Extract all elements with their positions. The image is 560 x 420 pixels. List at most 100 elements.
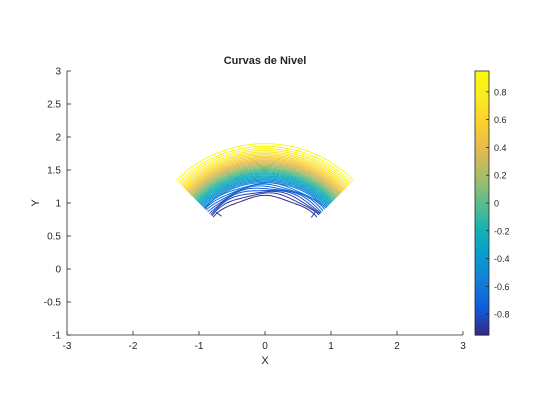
colorbar-segment xyxy=(475,237,489,241)
y-axis-label: Y xyxy=(30,199,42,207)
colorbar-segment xyxy=(475,147,489,151)
contour-line xyxy=(176,143,354,181)
colorbar-segment xyxy=(475,247,489,252)
colorbar-segment xyxy=(475,205,489,209)
colorbar-segment xyxy=(475,86,489,91)
colorbar-segment xyxy=(475,192,489,196)
colorbar-segment xyxy=(475,200,489,204)
contour-line xyxy=(207,187,322,213)
y-tick-label: 1.5 xyxy=(47,166,61,177)
colorbar-segment xyxy=(475,269,489,273)
x-axis-label: X xyxy=(261,355,269,367)
colorbar-segment xyxy=(475,292,489,296)
colorbar-tick-label: 0 xyxy=(494,199,499,209)
colorbar-segment xyxy=(475,176,489,180)
contour-line xyxy=(190,163,340,196)
y-tick-label: 2 xyxy=(55,133,61,144)
colorbar-segment xyxy=(475,131,489,135)
contour-line xyxy=(185,157,345,191)
colorbar-segment xyxy=(475,115,489,120)
contour-line xyxy=(310,211,316,218)
contour-line xyxy=(177,145,353,183)
colorbar-segment xyxy=(475,187,489,191)
colorbar-segment xyxy=(475,173,489,178)
colorbar-segment xyxy=(475,160,489,164)
plot-axes: -3 -2 -1 0 1 2 3 -1 -0.5 0 0.5 1 1.5 2 2.5 3 xyxy=(44,67,466,353)
y-tick-label: 2.5 xyxy=(47,100,61,111)
y-tick-label: 3 xyxy=(55,67,61,78)
colorbar-segment xyxy=(475,81,489,85)
colorbar-segment xyxy=(475,295,489,299)
colorbar-segment xyxy=(475,113,489,117)
contour-line xyxy=(189,161,341,194)
contour-line xyxy=(180,149,350,186)
colorbar: -0.8 -0.6 -0.4 -0.2 0 0.2 0.4 0.6 0.8 xyxy=(474,70,510,336)
colorbar-segment xyxy=(475,181,489,186)
colorbar-segment xyxy=(475,129,489,133)
colorbar-segment xyxy=(475,298,489,302)
colorbar-tick-label: 0.2 xyxy=(494,171,507,181)
colorbar-segment xyxy=(475,258,489,262)
contour-line xyxy=(209,190,322,214)
contour-line xyxy=(200,178,330,206)
colorbar-segment xyxy=(475,308,489,312)
colorbar-segment xyxy=(475,274,489,278)
x-tick-label: -3 xyxy=(63,341,72,352)
contour-line xyxy=(198,175,332,204)
colorbar-segment xyxy=(475,332,489,336)
colorbar-segment xyxy=(475,78,489,83)
colorbar-segment xyxy=(475,121,489,125)
contour-line xyxy=(201,179,329,207)
contour-line xyxy=(183,154,347,189)
colorbar-tick-label: 0.8 xyxy=(494,87,507,97)
contour-line xyxy=(197,174,333,203)
colorbar-segment xyxy=(475,271,489,275)
contour-line xyxy=(191,164,339,197)
colorbar-segment xyxy=(475,234,489,238)
colorbar-segment xyxy=(475,123,489,128)
colorbar-segment xyxy=(475,226,489,230)
colorbar-segment xyxy=(475,73,489,77)
colorbar-segment xyxy=(475,84,489,88)
x-tick-label: 0 xyxy=(262,341,268,352)
x-tick-label: 1 xyxy=(328,341,334,352)
colorbar-segment xyxy=(475,139,489,143)
contour-line xyxy=(193,167,337,199)
colorbar-segment xyxy=(475,94,489,98)
contour-line xyxy=(199,176,331,205)
colorbar-tick-label: -0.6 xyxy=(494,282,510,292)
colorbar-segment xyxy=(475,305,489,310)
contour-line xyxy=(196,172,334,202)
contour-line xyxy=(203,181,327,209)
contour-line xyxy=(204,182,327,209)
colorbar-segment xyxy=(475,242,489,246)
colorbar-tick-label: 0.6 xyxy=(494,115,507,125)
colorbar-segment xyxy=(475,266,489,270)
contour-line xyxy=(184,155,346,190)
colorbar-segment xyxy=(475,110,489,114)
x-tick-label: -1 xyxy=(195,341,204,352)
y-tick-label: 0.5 xyxy=(47,232,61,243)
colorbar-segment xyxy=(475,155,489,159)
y-tick-label: 0 xyxy=(55,265,61,276)
colorbar-segment xyxy=(475,97,489,101)
colorbar-tick-label: -0.2 xyxy=(494,226,510,236)
colorbar-segment xyxy=(475,313,489,318)
colorbar-segment xyxy=(475,163,489,167)
colorbar-segment xyxy=(475,221,489,225)
colorbar-segment xyxy=(475,142,489,146)
colorbar-segment xyxy=(475,100,489,104)
colorbar-segment xyxy=(475,107,489,112)
colorbar-segment xyxy=(475,102,489,106)
colorbar-segment xyxy=(475,290,489,294)
contour-line xyxy=(211,192,320,217)
x-tick-label: -2 xyxy=(129,341,138,352)
colorbar-segment xyxy=(475,137,489,141)
colorbar-segment xyxy=(475,105,489,109)
colorbar-segment xyxy=(475,166,489,170)
contour-line xyxy=(194,168,336,199)
colorbar-segment xyxy=(475,253,489,257)
contour-line xyxy=(192,166,338,198)
colorbar-segment xyxy=(475,276,489,281)
contour-line xyxy=(195,171,335,201)
